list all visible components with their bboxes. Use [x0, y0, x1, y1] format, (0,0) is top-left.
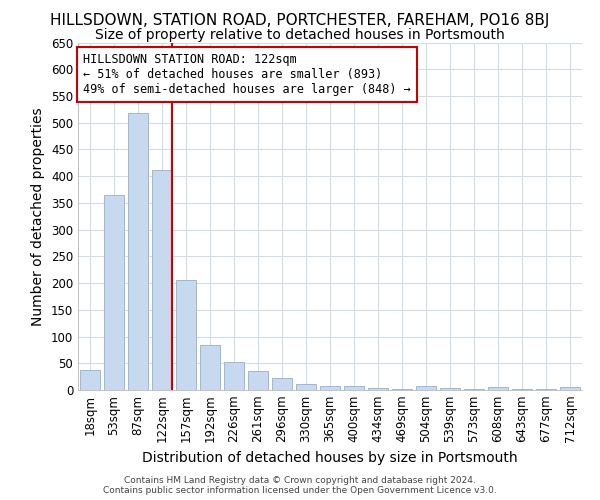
Bar [320, 386, 340, 390]
Bar [200, 345, 220, 390]
Bar [80, 370, 100, 390]
Bar [248, 372, 268, 390]
Bar [128, 113, 148, 390]
Text: Contains HM Land Registry data © Crown copyright and database right 2024.
Contai: Contains HM Land Registry data © Crown c… [103, 476, 497, 495]
Bar [560, 388, 580, 390]
Bar [176, 280, 196, 390]
Text: Size of property relative to detached houses in Portsmouth: Size of property relative to detached ho… [95, 28, 505, 42]
Bar [368, 388, 388, 390]
Bar [272, 378, 292, 390]
Bar [440, 388, 460, 390]
Bar [416, 386, 436, 390]
Bar [344, 386, 364, 390]
Bar [104, 195, 124, 390]
Text: HILLSDOWN STATION ROAD: 122sqm
← 51% of detached houses are smaller (893)
49% of: HILLSDOWN STATION ROAD: 122sqm ← 51% of … [83, 53, 411, 96]
Y-axis label: Number of detached properties: Number of detached properties [31, 107, 46, 326]
X-axis label: Distribution of detached houses by size in Portsmouth: Distribution of detached houses by size … [142, 451, 518, 465]
Bar [296, 384, 316, 390]
Text: HILLSDOWN, STATION ROAD, PORTCHESTER, FAREHAM, PO16 8BJ: HILLSDOWN, STATION ROAD, PORTCHESTER, FA… [50, 12, 550, 28]
Bar [224, 362, 244, 390]
Bar [152, 170, 172, 390]
Bar [488, 388, 508, 390]
